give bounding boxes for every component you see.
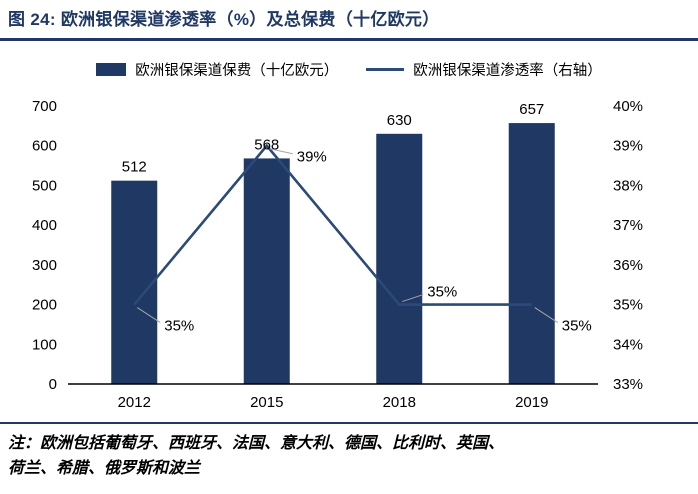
chart-area: 0 100 200 300 400 500 600 700 33% 34% 35% 36% 37% 38%… [0,84,698,420]
legend-item-penetration: 欧洲银保渠道渗透率（右轴） [366,59,602,80]
combo-chart: 0 100 200 300 400 500 600 700 33% 34% 35% 36% 37% 38%… [32,98,643,411]
svg-text:39%: 39% [613,138,643,155]
x-axis-labels: 2012 2015 2018 2019 [118,394,549,411]
svg-text:200: 200 [32,297,57,314]
svg-text:35%: 35% [427,284,457,301]
left-axis-ticks: 0 100 200 300 400 500 600 700 [32,98,57,393]
svg-text:33%: 33% [613,376,643,393]
data-labels: 512 568 630 657 35% 39% 35% 35% [122,101,592,334]
figure-header: 图 24: 欧洲银保渠道渗透率（%）及总保费（十亿欧元） [0,0,698,32]
svg-text:2012: 2012 [118,394,151,411]
figure-title: 图 24: 欧洲银保渠道渗透率（%）及总保费（十亿欧元） [8,10,440,29]
svg-text:35%: 35% [613,297,643,314]
svg-text:34%: 34% [613,336,643,353]
svg-text:400: 400 [32,217,57,234]
svg-text:0: 0 [49,376,57,393]
svg-text:2018: 2018 [383,394,416,411]
svg-text:40%: 40% [613,98,643,115]
svg-text:657: 657 [519,101,544,118]
svg-text:39%: 39% [297,149,327,166]
title-underline [0,38,698,41]
bars-series [111,123,555,384]
bar [111,180,158,384]
svg-text:37%: 37% [613,217,643,234]
chart-legend: 欧洲银保渠道保费（十亿欧元） 欧洲银保渠道渗透率（右轴） [0,59,698,80]
note-line-1: 注：欧洲包括葡萄牙、西班牙、法国、意大利、德国、比利时、英国、 [8,435,505,452]
note-block: 注：欧洲包括葡萄牙、西班牙、法国、意大利、德国、比利时、英国、 荷兰、希腊、俄罗… [0,424,698,481]
line-series [133,143,532,306]
svg-text:36%: 36% [613,257,643,274]
svg-text:35%: 35% [562,318,592,335]
legend-label-premium: 欧洲银保渠道保费（十亿欧元） [135,63,339,79]
bar [508,123,555,384]
svg-text:2015: 2015 [250,394,283,411]
bar [376,133,423,384]
svg-text:2019: 2019 [515,394,548,411]
line-swatch-icon [366,68,405,71]
svg-text:700: 700 [32,98,57,115]
svg-text:300: 300 [32,257,57,274]
legend-item-premium: 欧洲银保渠道保费（十亿欧元） [96,59,338,80]
svg-text:600: 600 [32,138,57,155]
svg-text:630: 630 [387,112,412,129]
svg-text:512: 512 [122,159,147,176]
bar-swatch-icon [96,63,127,76]
svg-text:100: 100 [32,336,57,353]
svg-text:500: 500 [32,177,57,194]
note-line-2: 荷兰、希腊、俄罗斯和波兰 [8,460,201,477]
footer-divider [0,422,698,424]
penetration-line [133,143,532,306]
svg-text:35%: 35% [164,318,194,335]
legend-label-penetration: 欧洲银保渠道渗透率（右轴） [413,63,602,79]
bar [243,158,290,384]
right-axis-ticks: 33% 34% 35% 36% 37% 38% 39% 40% [613,98,643,393]
svg-text:568: 568 [254,136,279,153]
svg-text:38%: 38% [613,177,643,194]
